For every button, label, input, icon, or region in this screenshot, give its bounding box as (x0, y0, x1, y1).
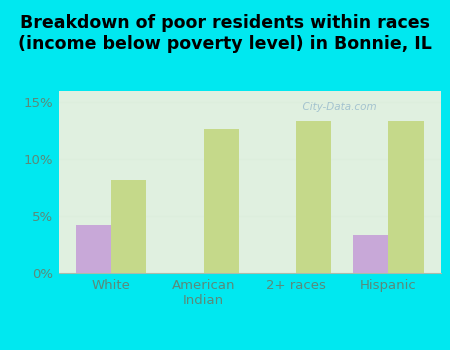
Bar (111, 180, 146, 273)
Text: Breakdown of poor residents within races
(income below poverty level) in Bonnie,: Breakdown of poor residents within races… (18, 14, 432, 53)
Bar (388, 120, 423, 273)
Legend: Bonnie, Illinois: Bonnie, Illinois (144, 349, 355, 350)
Bar (353, 236, 388, 273)
Bar (296, 120, 331, 273)
Bar (203, 128, 238, 273)
Bar (76, 225, 111, 273)
Text: City-Data.com: City-Data.com (296, 102, 376, 112)
